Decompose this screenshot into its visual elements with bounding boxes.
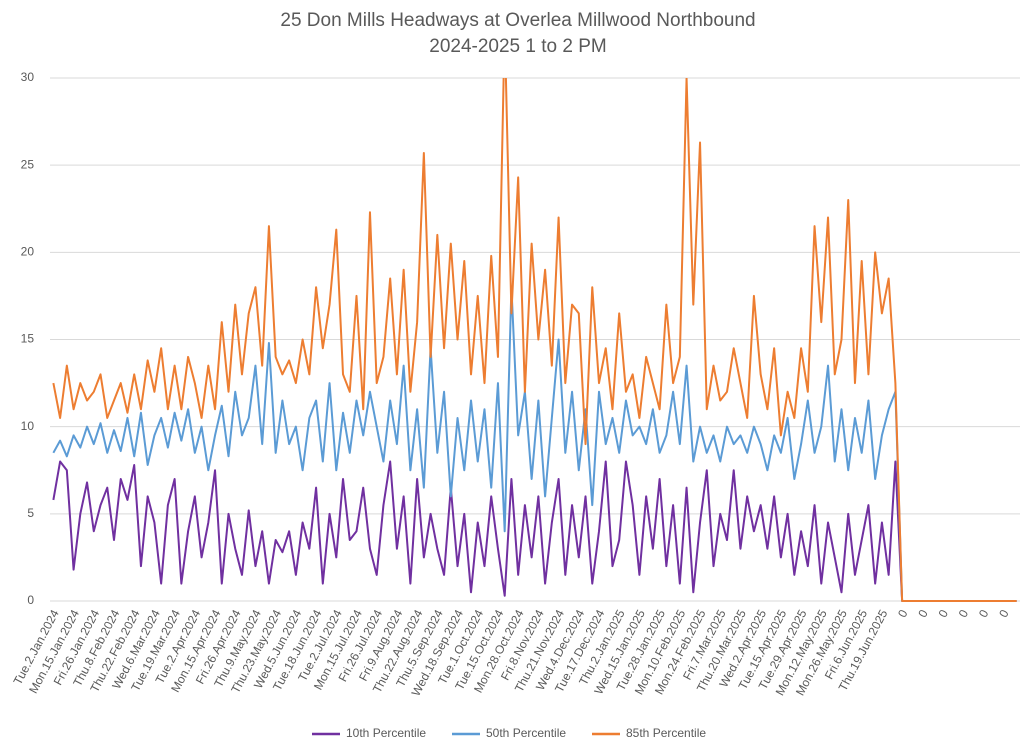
plot-area [52, 78, 1017, 602]
grid [50, 77, 1020, 602]
legend-label: 85th Percentile [626, 726, 706, 740]
x-tick-label: 0 [976, 607, 992, 620]
legend-label: 50th Percentile [486, 726, 566, 740]
y-tick-label: 30 [21, 70, 35, 84]
series-line [52, 286, 1017, 602]
axis-labels: 051015202530Tue.2.Jan.2024Mon.15.Jan.202… [11, 70, 1012, 698]
series-line [52, 460, 1017, 602]
y-tick-label: 5 [27, 506, 34, 520]
y-tick-label: 0 [27, 593, 34, 607]
x-tick-label: 0 [895, 607, 911, 620]
x-tick-label: 0 [915, 607, 931, 620]
series-line [52, 78, 1017, 602]
y-tick-label: 20 [21, 245, 35, 259]
x-tick-label: 0 [935, 607, 951, 620]
legend: 10th Percentile 50th Percentile 85th Perce… [312, 726, 706, 740]
legend-label: 10th Percentile [346, 726, 426, 740]
y-tick-label: 10 [21, 419, 35, 433]
x-tick-label: 0 [956, 607, 972, 620]
y-tick-label: 25 [21, 157, 35, 171]
chart-subtitle: 2024-2025 1 to 2 PM [429, 36, 606, 57]
chart-title: 25 Don Mills Headways at Overlea Millwoo… [280, 10, 755, 31]
y-tick-label: 15 [21, 332, 35, 346]
x-tick-label: 0 [996, 607, 1012, 620]
